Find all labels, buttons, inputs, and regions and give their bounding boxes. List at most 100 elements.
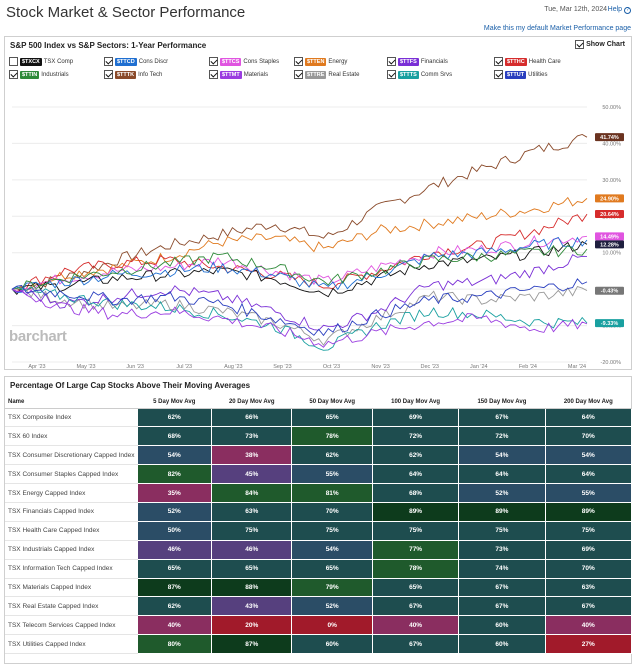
legend-item[interactable]: $TTUT Utilities: [494, 70, 547, 79]
legend-item[interactable]: $TTIN Industrials: [9, 70, 69, 79]
table-row: TSX Information Tech Capped Index 65% 65% 6…: [5, 558, 633, 579]
column-header[interactable]: Name: [5, 396, 137, 409]
end-value-badge: [595, 194, 624, 203]
row-name-link[interactable]: TSX Health Care Capped Index: [5, 521, 137, 541]
x-tick-label: Oct '23: [323, 364, 340, 369]
percent-cell: 65%: [371, 577, 460, 598]
y-tick-label: 50.00%: [602, 105, 621, 111]
percent-cell: 67%: [544, 596, 633, 617]
show-chart-toggle[interactable]: Show Chart: [575, 40, 625, 49]
legend-checkbox[interactable]: [387, 70, 396, 79]
percent-cell: 67%: [371, 596, 460, 617]
percent-cell: 89%: [544, 501, 633, 522]
help-link[interactable]: Help ?: [608, 6, 631, 14]
column-header[interactable]: 50 Day Mov Avg: [291, 396, 373, 409]
column-header[interactable]: 200 Day Mov Avg: [545, 396, 632, 409]
legend-checkbox[interactable]: [104, 70, 113, 79]
percent-cell: 84%: [211, 483, 293, 503]
column-header[interactable]: 5 Day Mov Avg: [137, 396, 212, 409]
legend-name: Info Tech: [138, 71, 163, 78]
legend-checkbox[interactable]: [209, 70, 218, 79]
percent-cell: 67%: [458, 577, 546, 598]
x-tick-label: Mar '24: [568, 364, 586, 369]
table-row: TSX Materials Capped Index 87% 88% 79% 65% 67…: [5, 577, 633, 598]
legend-checkbox[interactable]: [9, 57, 18, 66]
question-icon[interactable]: ?: [624, 7, 631, 14]
legend-item[interactable]: $TTFS Financials: [387, 57, 448, 66]
legend-symbol: $TTCD: [115, 57, 137, 66]
legend-checkbox[interactable]: [294, 70, 303, 79]
legend-checkbox[interactable]: [209, 57, 218, 66]
y-tick-label: 30.00%: [602, 178, 621, 184]
legend-item[interactable]: $TTEN Energy: [294, 57, 347, 66]
legend-item[interactable]: $TTCS Cons Staples: [209, 57, 279, 66]
percent-cell: 89%: [458, 501, 546, 522]
row-name-link[interactable]: TSX Industrials Capped Index: [5, 540, 137, 560]
row-name-link[interactable]: TSX Consumer Staples Capped Index: [5, 464, 137, 485]
legend-checkbox[interactable]: [387, 57, 396, 66]
legend-checkbox[interactable]: [294, 57, 303, 66]
y-tick-label: 10.00%: [602, 251, 621, 257]
percent-cell: 55%: [544, 483, 633, 503]
row-name-link[interactable]: TSX Telecom Services Capped Index: [5, 615, 137, 636]
end-value-label: 14.49%: [600, 234, 619, 240]
series-line: [11, 254, 588, 331]
percent-cell: 79%: [291, 577, 373, 598]
percent-cell: 38%: [211, 445, 293, 466]
row-name-link[interactable]: TSX Consumer Discretionary Capped Index: [5, 445, 137, 466]
percent-cell: 20%: [211, 615, 293, 636]
legend-item[interactable]: $TTMT Materials: [209, 70, 268, 79]
percent-cell: 65%: [291, 558, 373, 579]
legend-name: TSX Comp: [43, 58, 74, 65]
show-chart-label: Show Chart: [586, 41, 625, 48]
legend-name: Cons Staples: [243, 58, 280, 65]
legend-item[interactable]: $TTTS Comm Srvs: [387, 70, 452, 79]
percent-cell: 0%: [291, 615, 373, 636]
legend-checkbox[interactable]: [104, 57, 113, 66]
series-line: [11, 240, 588, 298]
row-name-link[interactable]: TSX 60 Index: [5, 426, 137, 447]
legend-item[interactable]: $TTHC Health Care: [494, 57, 561, 66]
chart-panel: S&P 500 Index vs S&P Sectors: 1-Year Per…: [4, 36, 632, 370]
percent-cell: 65%: [136, 558, 213, 579]
percent-cell: 60%: [458, 634, 546, 655]
row-name-link[interactable]: TSX Materials Capped Index: [5, 578, 137, 598]
percent-cell: 62%: [371, 445, 460, 466]
legend-name: Utilities: [528, 71, 548, 78]
make-default-link[interactable]: Make this my default Market Performance …: [483, 25, 631, 32]
x-tick-label: Dec '23: [420, 364, 438, 369]
legend-checkbox[interactable]: [9, 70, 18, 79]
percent-cell: 65%: [291, 407, 373, 428]
help-label[interactable]: Help: [607, 6, 623, 13]
legend-checkbox[interactable]: [494, 57, 503, 66]
row-name-link[interactable]: TSX Energy Capped Index: [5, 483, 137, 503]
percent-cell: 52%: [136, 501, 213, 522]
legend-item[interactable]: $TTRE Real Estate: [294, 70, 359, 79]
show-chart-checkbox[interactable]: [575, 40, 585, 49]
end-value-label: 24.90%: [600, 196, 619, 202]
row-name-link[interactable]: TSX Composite Index: [5, 408, 137, 428]
percent-cell: 64%: [371, 464, 460, 485]
legend-item[interactable]: $TTCD Cons Discr: [104, 57, 168, 66]
column-header[interactable]: 150 Day Mov Avg: [458, 396, 546, 409]
percent-cell: 72%: [458, 426, 546, 447]
legend-checkbox[interactable]: [494, 70, 503, 79]
legend-item[interactable]: $TTTK Info Tech: [104, 70, 162, 79]
table-row: TSX Health Care Capped Index 50% 75% 75% 75%…: [5, 520, 633, 541]
percent-cell: 54%: [458, 445, 546, 466]
barchart-watermark: barchart: [9, 328, 67, 345]
column-header[interactable]: 20 Day Mov Avg: [211, 396, 292, 409]
series-line: [11, 244, 588, 291]
end-value-label: 41.74%: [600, 135, 619, 141]
row-name-link[interactable]: TSX Real Estate Capped Index: [5, 596, 137, 617]
percent-cell: 87%: [211, 634, 293, 655]
row-name-link[interactable]: TSX Utilities Capped Index: [5, 634, 137, 655]
row-name-link[interactable]: TSX Financials Capped Index: [5, 502, 137, 522]
legend-item[interactable]: $TXCX TSX Comp: [9, 57, 73, 66]
percent-cell: 63%: [211, 501, 293, 522]
row-name-link[interactable]: TSX Information Tech Capped Index: [5, 559, 137, 579]
end-value-badge: [595, 133, 624, 142]
date-label: Tue, Mar 12th, 2024: [544, 6, 607, 13]
x-tick-label: Jul '23: [176, 364, 192, 369]
column-header[interactable]: 100 Day Mov Avg: [372, 396, 459, 409]
